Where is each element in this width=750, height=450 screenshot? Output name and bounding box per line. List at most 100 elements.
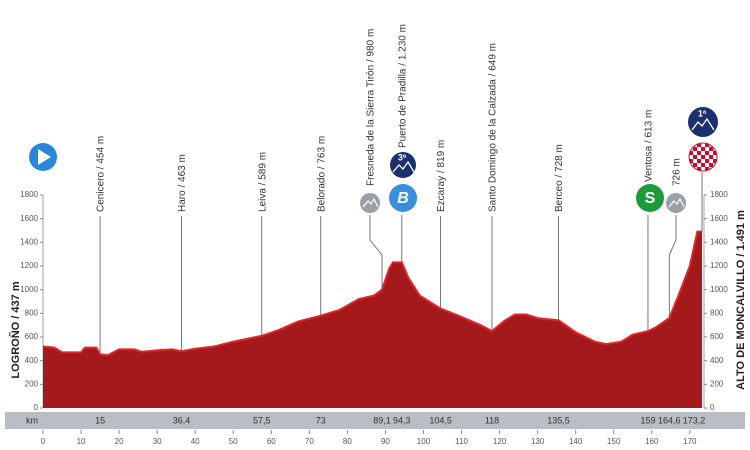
check <box>689 151 693 155</box>
check <box>705 143 709 147</box>
y-tick-label: 0 <box>34 403 39 412</box>
bonus-badge: B <box>389 184 417 212</box>
sprint-badge: S <box>636 184 664 212</box>
y-tick-label: 600 <box>710 332 724 341</box>
y-tick-label: 800 <box>25 308 39 317</box>
y-tick-label: 1800 <box>20 190 38 199</box>
waypoint-km: 118 <box>485 415 499 425</box>
waypoint-km: 94,3 <box>393 415 411 425</box>
x-tick-label: 40 <box>191 437 200 446</box>
x-tick-label: 170 <box>683 437 697 446</box>
start-icon <box>29 143 57 171</box>
waypoint-label: Cenicero / 454 m <box>96 136 107 212</box>
x-tick-label: 60 <box>267 437 276 446</box>
check <box>705 159 709 163</box>
waypoint-label: 726 m <box>672 158 683 186</box>
x-tick-label: 70 <box>305 437 314 446</box>
waypoint-km: 135,5 <box>547 415 570 425</box>
check <box>693 155 697 159</box>
check <box>701 155 705 159</box>
check <box>705 167 709 171</box>
y-tick-label: 1000 <box>20 285 38 294</box>
elevation-edge <box>42 230 702 357</box>
x-tick-label: 90 <box>381 437 390 446</box>
waypoint-label: Ezcaray / 819 m <box>436 140 447 212</box>
check <box>701 147 705 151</box>
waypoint-km: 159 <box>640 415 655 425</box>
y-tick-label: 200 <box>25 379 39 388</box>
check <box>709 163 713 167</box>
y-tick-label: 0 <box>710 403 715 412</box>
y-tick-label: 200 <box>710 379 724 388</box>
y-tick-label: 1400 <box>20 237 38 246</box>
check <box>697 143 701 147</box>
waypoint-label: Puerto de Pradilla / 1.230 m <box>397 24 408 148</box>
waypoint-line <box>668 215 677 319</box>
gray-badge <box>666 193 686 213</box>
y-tick-label: 1400 <box>710 237 728 246</box>
check <box>697 167 701 171</box>
waypoint-label: Ventosa / 613 m <box>644 110 655 182</box>
start-label: LOGROÑO / 437 m <box>9 281 22 378</box>
check <box>701 163 705 167</box>
y-tick-label: 600 <box>25 332 39 341</box>
waypoint-km: 164,6 <box>658 415 681 425</box>
x-tick-label: 160 <box>645 437 659 446</box>
gray-badge <box>360 193 380 213</box>
elevation-area <box>43 231 702 408</box>
waypoint-label: Berceo / 728 m <box>554 144 565 212</box>
x-tick-label: 120 <box>493 437 507 446</box>
waypoint-line <box>369 215 383 290</box>
waypoint-label: Belorado / 763 m <box>316 136 327 212</box>
km-bar <box>5 412 745 429</box>
waypoint-label: Leiva / 589 m <box>257 152 268 212</box>
x-tick-label: 140 <box>569 437 583 446</box>
km-unit: km <box>26 415 38 425</box>
waypoint-label: Fresneda de la Sierra Tirón / 980 m <box>366 29 377 186</box>
x-tick-label: 150 <box>607 437 621 446</box>
finish-km: 173,2 <box>683 415 706 425</box>
y-tick-label: 1800 <box>710 190 728 199</box>
y-tick-label: 1200 <box>710 261 728 270</box>
y-tick-label: 1200 <box>20 261 38 270</box>
y-tick-label: 400 <box>710 356 724 365</box>
x-tick-label: 30 <box>153 437 162 446</box>
check <box>713 151 717 155</box>
waypoint-km: 15 <box>95 415 105 425</box>
profile-layer: 0 0 200 200 400 400 600 600 800 800 1000 1000 1200 12… <box>20 172 728 412</box>
check <box>713 159 717 163</box>
bonus-text: B <box>397 190 409 207</box>
finish-label: ALTO DE MONCALVILLO / 1.491 m <box>735 210 747 390</box>
check <box>709 155 713 159</box>
y-tick-label: 800 <box>710 308 724 317</box>
x-tick-label: 0 <box>41 437 46 446</box>
waypoint-km: 73 <box>316 415 326 425</box>
waypoint-km: 36,4 <box>173 415 191 425</box>
x-tick-label: 20 <box>115 437 124 446</box>
x-tick-label: 100 <box>417 437 431 446</box>
finish-flag <box>688 142 718 172</box>
waypoint-km: 89,1 <box>373 415 391 425</box>
waypoint-km: 104,5 <box>429 415 452 425</box>
x-tick-label: 50 <box>229 437 238 446</box>
check <box>697 159 701 163</box>
waypoint-label: Santo Domingo de la Calzada / 649 m <box>488 43 499 212</box>
check <box>709 147 713 151</box>
x-tick-label: 130 <box>531 437 545 446</box>
x-tick-label: 10 <box>77 437 86 446</box>
y-tick-label: 1000 <box>710 285 728 294</box>
check <box>705 151 709 155</box>
y-tick-label: 1600 <box>710 214 728 223</box>
waypoint-label: Haro / 463 m <box>177 154 188 212</box>
x-tick-label: 110 <box>455 437 468 446</box>
waypoint-km: 57,5 <box>253 415 271 425</box>
check <box>697 151 701 155</box>
climb-badge: 3ª <box>390 152 416 178</box>
y-tick-label: 400 <box>25 356 39 365</box>
climb-category: 3ª <box>398 152 407 162</box>
x-tick-label: 80 <box>343 437 352 446</box>
check <box>693 163 697 167</box>
y-tick-label: 1600 <box>20 214 38 223</box>
check <box>693 147 697 151</box>
